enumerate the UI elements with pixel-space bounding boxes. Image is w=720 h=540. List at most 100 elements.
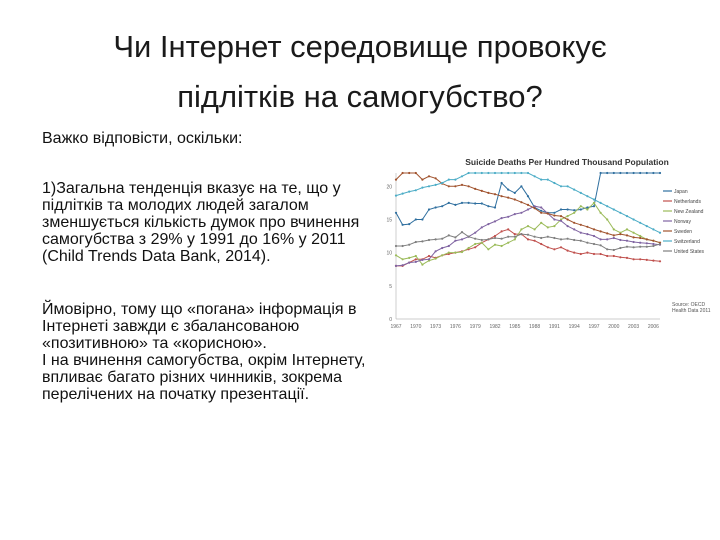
data-point xyxy=(599,238,602,241)
data-point xyxy=(447,201,450,204)
data-point xyxy=(658,260,662,263)
data-point xyxy=(573,238,576,242)
data-point xyxy=(586,208,589,211)
data-point xyxy=(625,245,629,248)
data-point xyxy=(592,234,596,238)
x-tick-label: 1997 xyxy=(588,324,599,330)
data-point xyxy=(487,238,490,241)
data-point xyxy=(427,175,431,178)
data-point xyxy=(414,258,417,261)
data-point xyxy=(566,215,569,218)
data-point xyxy=(480,226,483,229)
data-point xyxy=(427,208,431,211)
data-point xyxy=(566,249,569,252)
data-point xyxy=(540,209,543,212)
data-point xyxy=(559,238,563,241)
data-point xyxy=(625,171,629,175)
data-point xyxy=(513,198,516,201)
data-point xyxy=(619,171,622,175)
data-point xyxy=(592,201,596,204)
data-point xyxy=(487,191,490,194)
data-point xyxy=(632,231,635,234)
data-point xyxy=(639,245,642,248)
data-point xyxy=(414,260,417,263)
data-point xyxy=(619,256,622,259)
data-point xyxy=(533,205,536,208)
data-point xyxy=(586,251,589,254)
data-point xyxy=(507,196,510,199)
data-point xyxy=(447,185,450,188)
data-point xyxy=(474,231,477,234)
data-point xyxy=(540,221,543,224)
data-point xyxy=(579,223,582,226)
data-point xyxy=(645,258,648,261)
source-line-1: Source: OECD xyxy=(672,302,705,308)
data-point xyxy=(493,243,497,246)
data-point xyxy=(632,171,635,175)
data-point xyxy=(652,228,655,231)
data-point xyxy=(645,238,648,241)
data-point xyxy=(414,171,417,175)
data-point xyxy=(559,219,563,222)
data-point xyxy=(493,236,497,240)
data-point xyxy=(639,221,642,224)
data-point xyxy=(540,206,543,209)
data-point xyxy=(480,171,483,175)
data-point xyxy=(394,264,398,267)
data-point xyxy=(460,238,464,241)
x-tick-label: 1985 xyxy=(509,324,520,330)
data-point xyxy=(553,225,556,228)
data-point xyxy=(408,256,411,259)
data-point xyxy=(401,258,404,261)
data-point xyxy=(566,218,569,221)
data-point xyxy=(526,195,530,198)
data-point xyxy=(401,223,404,226)
data-point xyxy=(546,212,549,215)
data-point xyxy=(606,205,609,208)
data-point xyxy=(652,239,655,242)
x-tick-label: 1976 xyxy=(450,324,461,330)
data-point xyxy=(606,232,609,235)
data-point xyxy=(454,178,457,181)
data-point xyxy=(447,244,450,248)
data-point xyxy=(546,226,549,229)
data-point xyxy=(394,254,398,257)
data-point xyxy=(592,228,596,231)
data-point xyxy=(639,258,642,261)
data-point xyxy=(401,264,404,267)
data-point xyxy=(533,228,536,231)
data-point xyxy=(447,178,450,181)
legend-label: New Zealand xyxy=(674,209,704,215)
body-text: Важко відповісти, оскільки: 1)Загальна т… xyxy=(42,130,382,403)
data-point xyxy=(454,203,457,206)
data-point xyxy=(553,211,556,214)
data-point xyxy=(434,238,437,241)
data-point xyxy=(632,246,635,249)
data-point xyxy=(573,221,576,224)
data-point xyxy=(612,171,615,175)
data-point xyxy=(599,230,602,233)
data-point xyxy=(645,225,648,228)
data-point xyxy=(599,244,602,247)
data-point xyxy=(408,261,411,264)
data-point xyxy=(434,250,437,253)
data-point xyxy=(434,177,437,180)
data-point xyxy=(579,239,582,242)
data-point xyxy=(533,207,536,210)
data-point xyxy=(487,223,490,226)
data-point xyxy=(559,185,563,188)
data-point xyxy=(500,181,503,185)
data-point xyxy=(454,239,457,242)
data-point xyxy=(612,234,615,237)
data-point xyxy=(500,237,503,240)
data-point xyxy=(447,234,450,237)
data-point xyxy=(553,218,556,221)
data-point xyxy=(520,228,523,231)
data-point xyxy=(474,187,477,190)
y-tick-label: 20 xyxy=(386,184,392,190)
data-point xyxy=(612,236,615,240)
x-tick-label: 1991 xyxy=(549,324,560,330)
data-point xyxy=(487,171,490,175)
data-point xyxy=(460,175,464,178)
data-point xyxy=(573,228,576,231)
